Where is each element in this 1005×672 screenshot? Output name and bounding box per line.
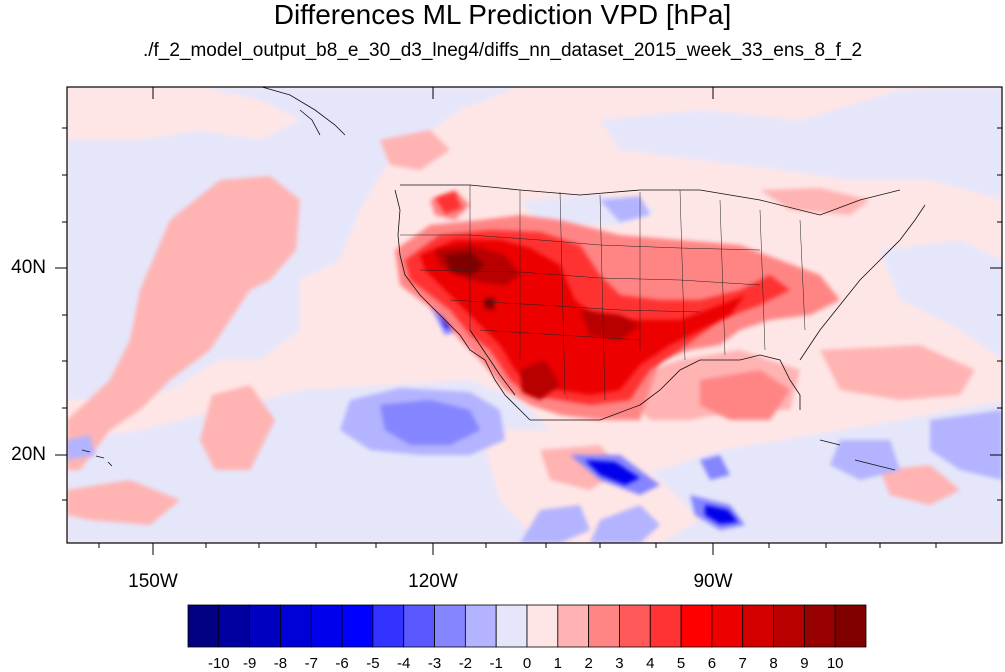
map-plot-area bbox=[67, 87, 1002, 543]
colorbar-tick-label: 4 bbox=[646, 655, 655, 672]
colorbar-swatch bbox=[526, 604, 559, 648]
lon-label-120w: 120W bbox=[408, 571, 458, 592]
colorbar-swatch bbox=[495, 604, 528, 648]
colorbar-tick-label: 10 bbox=[826, 655, 844, 672]
lon-label-150w: 150W bbox=[128, 571, 178, 592]
colorbar-swatch bbox=[773, 604, 805, 648]
colorbar-swatch bbox=[834, 604, 867, 648]
colorbar-tick-label: 8 bbox=[769, 655, 778, 672]
colorbar-tick-label: 7 bbox=[738, 655, 747, 672]
state-borders bbox=[400, 185, 806, 401]
colorbar-tick-label: 1 bbox=[553, 655, 562, 672]
lon-label-90w: 90W bbox=[693, 571, 733, 592]
colorbar-tick-label: 3 bbox=[615, 655, 624, 672]
colorbar-tick-label: -7 bbox=[304, 655, 318, 672]
lat-label-20n: 20N bbox=[11, 444, 46, 465]
colorbar-swatch bbox=[249, 604, 281, 648]
coastlines bbox=[81, 87, 926, 471]
colorbar-tick-label: 0 bbox=[522, 655, 532, 672]
colorbar-swatch bbox=[403, 604, 435, 648]
colorbar-swatch bbox=[341, 604, 374, 648]
colorbar-tick-label: -3 bbox=[427, 655, 442, 672]
map-subtitle: ./f_2_model_output_b8_e_30_d3_lneg4/diff… bbox=[142, 40, 863, 61]
colorbar-tick-label: 9 bbox=[800, 655, 809, 672]
colorbar-tick-label: -8 bbox=[273, 655, 288, 672]
colorbar-tick-label: 6 bbox=[707, 655, 717, 672]
map-title: Differences ML Prediction VPD [hPa] bbox=[273, 0, 732, 30]
colorbar-tick-label: -4 bbox=[397, 655, 411, 672]
colorbar-tick-label: 2 bbox=[584, 655, 593, 672]
colorbar bbox=[187, 604, 867, 648]
colorbar-swatch bbox=[680, 604, 713, 648]
colorbar-swatch bbox=[557, 604, 590, 648]
colorbar-swatch bbox=[588, 604, 620, 648]
colorbar-swatch bbox=[649, 604, 682, 648]
colorbar-swatch bbox=[464, 604, 497, 648]
colorbar-tick-label: -2 bbox=[458, 655, 473, 672]
colorbar-swatch bbox=[434, 604, 466, 648]
colorbar-tick-label: -5 bbox=[366, 655, 380, 672]
lat-label-40n: 40N bbox=[11, 257, 46, 278]
colorbar-tick-label: -6 bbox=[335, 655, 349, 672]
colorbar-tick-label: -9 bbox=[242, 655, 257, 672]
colorbar-tick-label: 5 bbox=[676, 655, 686, 672]
colorbar-swatch bbox=[711, 604, 744, 648]
colorbar-swatch bbox=[372, 604, 405, 648]
colorbar-tick-label: -1 bbox=[489, 655, 503, 672]
map-ticks bbox=[55, 87, 1002, 555]
colorbar-swatch bbox=[742, 604, 774, 648]
us-red-level-5 bbox=[445, 252, 495, 310]
colorbar-swatch bbox=[310, 604, 343, 648]
colorbar-swatch bbox=[803, 604, 836, 648]
colorbar-swatch bbox=[187, 604, 220, 648]
colorbar-swatch bbox=[280, 604, 312, 648]
colorbar-swatch bbox=[619, 604, 651, 648]
colorbar-tick-label: -10 bbox=[207, 655, 230, 672]
colorbar-swatch bbox=[218, 604, 251, 648]
